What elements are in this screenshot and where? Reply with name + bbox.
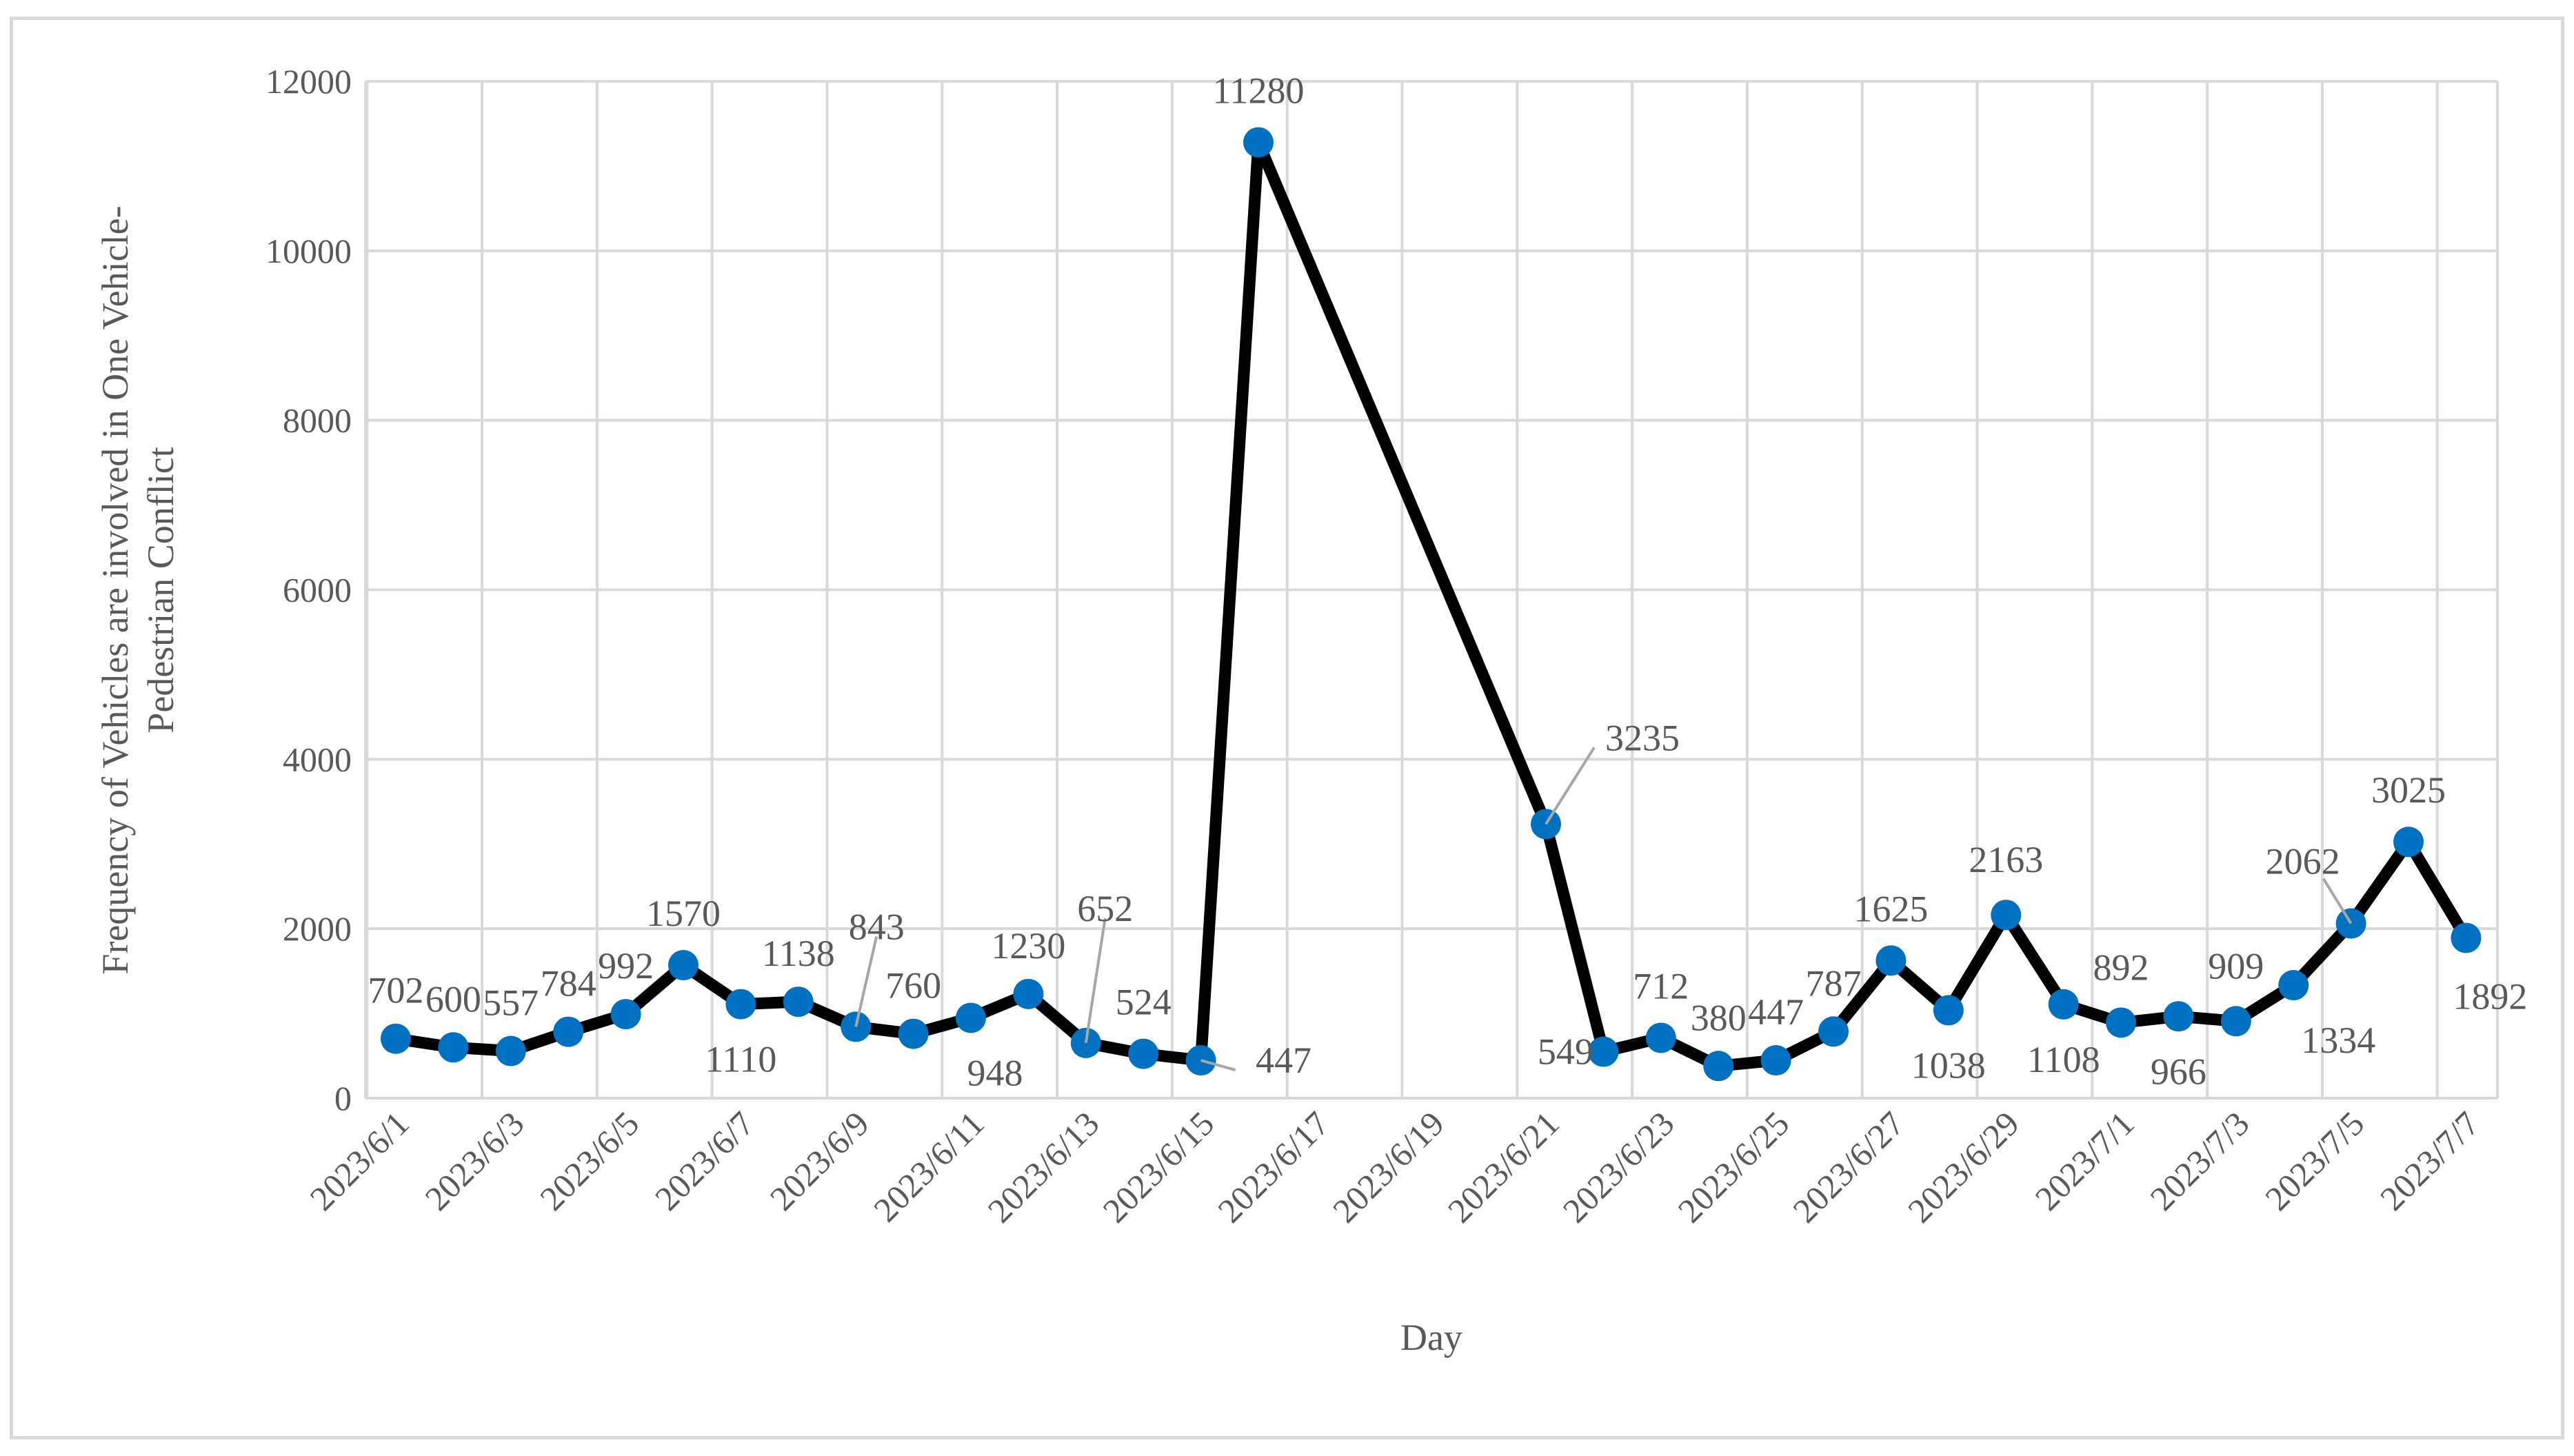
x-tick-label: 2023/6/13 <box>981 1104 1107 1230</box>
data-point-marker <box>2278 970 2309 1001</box>
data-point-marker <box>2220 1006 2251 1037</box>
data-label-leader-line <box>854 936 878 1027</box>
x-tick-label: 2023/7/1 <box>2027 1104 2141 1217</box>
data-label: 1110 <box>705 1039 776 1080</box>
x-tick-label: 2023/6/19 <box>1325 1104 1451 1230</box>
x-tick-label: 2023/6/21 <box>1440 1104 1567 1230</box>
data-point-marker <box>1933 995 1964 1026</box>
y-axis-title-line: Frequency of Vehicles are involved in On… <box>94 205 136 974</box>
data-point-marker <box>783 987 814 1018</box>
data-label: 843 <box>849 906 905 947</box>
data-label: 1334 <box>2301 1020 2375 1061</box>
x-tick-label: 2023/6/7 <box>647 1104 761 1217</box>
data-label: 1625 <box>1853 888 1928 929</box>
data-point-marker <box>381 1023 411 1054</box>
data-label: 2062 <box>2266 841 2340 882</box>
data-point-marker <box>2163 1001 2194 1032</box>
data-point-marker <box>2106 1007 2136 1038</box>
x-tick-label: 2023/6/1 <box>302 1104 416 1217</box>
data-label: 909 <box>2208 945 2264 987</box>
y-tick-label: 8000 <box>283 401 352 440</box>
chart-frame <box>10 17 2564 1439</box>
data-label: 702 <box>368 970 424 1011</box>
data-point-marker <box>1588 1036 1619 1067</box>
data-label: 760 <box>885 965 941 1007</box>
y-tick-label: 10000 <box>265 232 352 270</box>
data-point-marker <box>956 1002 986 1033</box>
data-label: 380 <box>1691 997 1747 1038</box>
data-point-marker <box>1991 900 2022 931</box>
data-label-leader-line <box>1200 1059 1236 1071</box>
data-label: 600 <box>425 978 481 1020</box>
y-tick-label: 12000 <box>265 62 352 101</box>
x-tick-label: 2023/6/11 <box>866 1104 992 1229</box>
data-label: 549 <box>1538 1031 1593 1073</box>
x-tick-label: 2023/6/5 <box>532 1104 646 1217</box>
y-axis-title: Frequency of Vehicles are involved in On… <box>94 205 181 974</box>
data-point-marker <box>553 1016 584 1047</box>
data-point-marker <box>1876 945 1907 976</box>
data-point-marker <box>1243 127 1274 158</box>
data-label-leader-line <box>2322 878 2353 924</box>
data-label: 3235 <box>1605 717 1680 758</box>
data-label: 3025 <box>2371 769 2446 811</box>
y-tick-label: 6000 <box>283 571 352 609</box>
data-point-marker <box>1760 1045 1791 1076</box>
data-label: 1230 <box>991 925 1065 967</box>
data-point-marker <box>2048 989 2079 1020</box>
y-tick-label: 2000 <box>283 909 352 948</box>
x-tick-label: 2023/6/29 <box>1900 1104 2027 1230</box>
x-tick-label: 2023/6/17 <box>1210 1104 1336 1230</box>
data-label: 524 <box>1116 982 1172 1023</box>
data-label: 1570 <box>646 893 721 934</box>
data-label: 11280 <box>1213 70 1305 112</box>
data-label: 1138 <box>762 933 835 974</box>
data-label: 784 <box>541 963 596 1004</box>
x-tick-label: 2023/6/27 <box>1785 1104 1911 1230</box>
data-point-marker <box>1703 1051 1734 1082</box>
data-point-marker <box>1818 1016 1849 1047</box>
data-point-marker <box>2451 922 2482 953</box>
data-label: 652 <box>1077 888 1133 929</box>
x-tick-label: 2023/6/25 <box>1670 1104 1796 1230</box>
y-tick-label: 4000 <box>283 740 352 778</box>
data-label: 447 <box>1748 991 1804 1033</box>
data-point-marker <box>1645 1022 1676 1053</box>
data-point-marker <box>898 1018 929 1049</box>
data-label: 966 <box>2151 1051 2206 1092</box>
data-point-marker <box>438 1032 469 1063</box>
data-point-marker <box>1013 978 1044 1009</box>
data-label: 1108 <box>2027 1039 2100 1080</box>
x-tick-label: 2023/6/3 <box>417 1104 531 1217</box>
x-tick-label: 2023/7/5 <box>2258 1104 2371 1217</box>
data-label: 447 <box>1256 1040 1311 1081</box>
x-tick-label: 2023/6/23 <box>1556 1104 1682 1230</box>
data-label: 712 <box>1633 965 1689 1007</box>
x-tick-label: 2023/7/7 <box>2373 1104 2486 1217</box>
data-label: 1038 <box>1911 1044 1986 1086</box>
x-tick-label: 2023/6/15 <box>1095 1104 1221 1230</box>
data-point-marker <box>668 950 698 981</box>
data-label-leader-line <box>1545 747 1596 825</box>
data-point-marker <box>610 999 641 1030</box>
x-axis-title: Day <box>1400 1317 1462 1358</box>
data-label: 2163 <box>1969 839 2043 880</box>
data-label: 992 <box>598 945 654 987</box>
x-tick-label: 2023/7/3 <box>2142 1104 2256 1217</box>
data-point-marker <box>1128 1038 1159 1069</box>
data-label: 557 <box>483 982 539 1024</box>
data-point-marker <box>725 989 756 1020</box>
data-label: 948 <box>967 1052 1023 1093</box>
data-point-marker <box>495 1035 526 1066</box>
data-point-marker <box>2393 827 2424 858</box>
data-label: 1892 <box>2453 975 2527 1017</box>
data-label: 787 <box>1806 962 1862 1004</box>
y-tick-label: 0 <box>334 1079 352 1118</box>
x-tick-label: 2023/6/9 <box>763 1104 876 1217</box>
y-axis-title-line: Pedestrian Conflict <box>140 447 181 733</box>
data-label: 892 <box>2093 947 2149 988</box>
data-label-leader-line <box>1084 918 1107 1044</box>
